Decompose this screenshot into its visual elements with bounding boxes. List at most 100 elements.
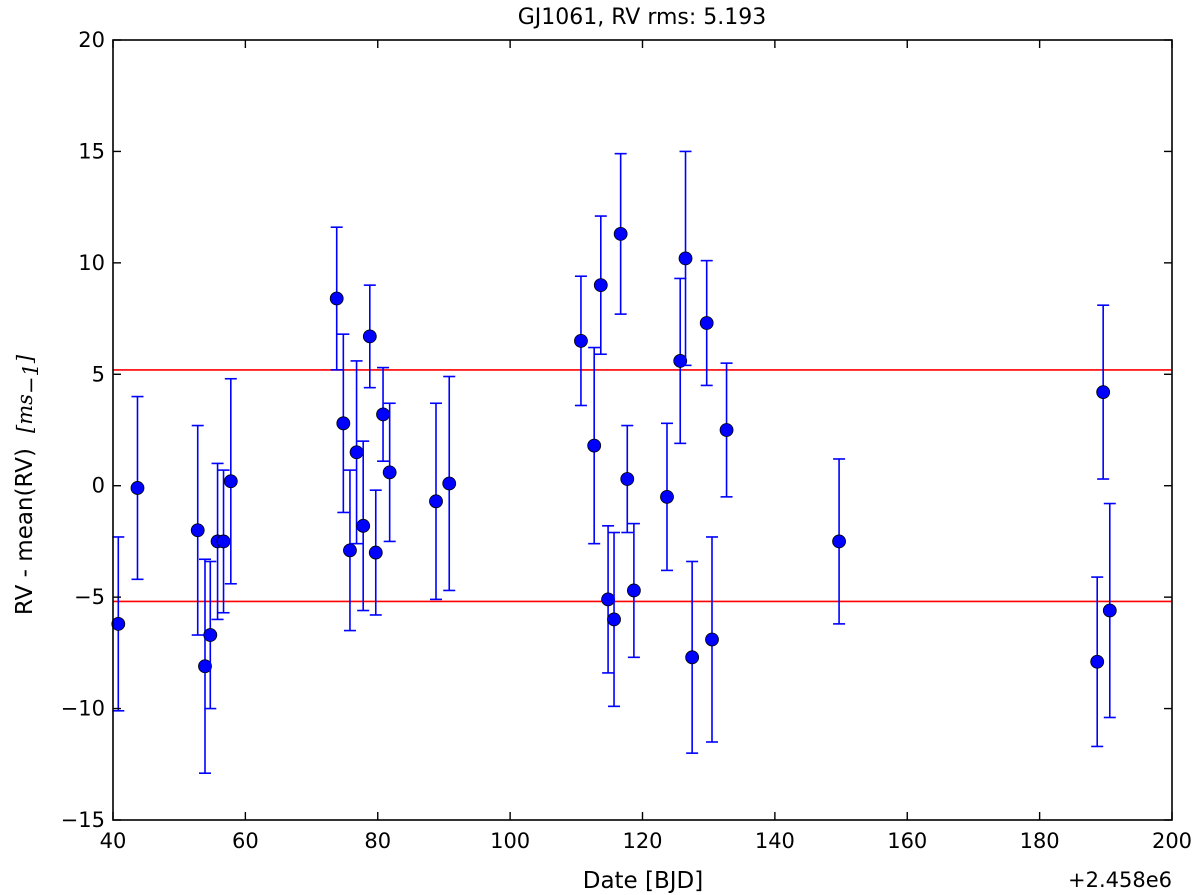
data-marker	[1096, 385, 1111, 400]
data-point-28	[660, 422, 674, 572]
x-tick-label: 120	[622, 829, 662, 853]
data-marker	[678, 251, 693, 266]
y-tick-label: −15	[61, 808, 105, 832]
data-point-3	[190, 424, 205, 636]
y-axis-title-text: RV - mean(RV)	[12, 448, 38, 615]
data-marker	[349, 445, 364, 460]
x-tick-label: 180	[1020, 829, 1060, 853]
data-marker	[343, 543, 357, 558]
x-axis-title: Date [BJD]	[583, 868, 704, 894]
data-point-14	[362, 284, 377, 389]
data-marker	[587, 438, 602, 453]
data-point-15	[368, 489, 383, 616]
x-tick-label: 80	[364, 829, 391, 853]
data-marker	[362, 329, 377, 344]
y-axis-title: RV - mean(RV) [ms−1]	[12, 354, 43, 615]
x-tick-label: 200	[1152, 829, 1192, 853]
y-tick-label: −5	[74, 585, 105, 609]
data-point-33	[705, 536, 719, 743]
data-point-38	[1102, 502, 1117, 719]
data-marker	[699, 316, 714, 330]
x-axis-offset-label: +2.458e6	[1068, 868, 1172, 892]
data-point-19	[442, 375, 457, 592]
data-marker	[626, 583, 641, 598]
data-point-20	[574, 275, 588, 407]
data-marker	[660, 489, 674, 504]
data-marker	[705, 632, 719, 647]
data-point-9	[329, 226, 344, 371]
y-tick-label: 5	[92, 362, 105, 386]
y-tick-label: 15	[78, 139, 105, 163]
data-point-2	[130, 395, 145, 581]
data-point-18	[429, 402, 443, 601]
plot-frame	[112, 39, 1173, 821]
data-point-1	[111, 536, 126, 712]
data-point-37	[1096, 304, 1111, 480]
data-marker	[336, 416, 351, 431]
data-point-17	[382, 402, 397, 543]
y-axis-title-group: RV - mean(RV) [ms−1]	[12, 354, 43, 615]
x-tick-label: 60	[232, 829, 259, 853]
x-tick-label: 160	[887, 829, 927, 853]
data-marker	[203, 628, 218, 642]
data-marker	[429, 494, 443, 509]
data-point-8	[223, 377, 238, 585]
data-marker	[613, 226, 628, 241]
data-marker	[832, 534, 846, 549]
plot-area	[111, 150, 1172, 775]
y-axis-unit-open: [	[13, 424, 37, 433]
data-marker	[356, 518, 371, 533]
data-point-31	[685, 560, 700, 754]
data-point-4	[198, 558, 212, 775]
data-point-23	[601, 525, 615, 674]
data-point-30	[678, 150, 693, 367]
y-axis-unit-base: ms	[13, 394, 37, 425]
y-tick-label: −10	[61, 697, 105, 721]
data-point-25	[613, 152, 628, 315]
data-point-36	[1090, 576, 1105, 748]
data-point-12	[349, 360, 364, 545]
data-marker	[685, 650, 700, 665]
data-marker	[368, 545, 383, 560]
data-point-26	[620, 424, 635, 534]
x-axis: 40 60 80 100 120 140 160 180 200	[100, 40, 1192, 853]
data-point-35	[832, 458, 846, 625]
data-point-11	[343, 469, 357, 632]
data-marker	[376, 407, 390, 422]
data-marker	[111, 616, 126, 631]
y-tick-label: 20	[78, 28, 105, 52]
data-marker	[1102, 603, 1117, 618]
y-tick-label: 0	[92, 474, 105, 498]
data-marker	[620, 472, 635, 486]
data-marker	[593, 278, 608, 293]
data-point-16	[376, 366, 390, 463]
x-tick-label: 140	[755, 829, 795, 853]
x-tick-label: 40	[100, 829, 127, 853]
data-marker	[442, 476, 457, 491]
data-marker	[216, 534, 231, 549]
y-axis: −15 −10 −5 0 5 10 15 20	[61, 28, 1172, 832]
data-marker	[719, 423, 734, 437]
data-point-27	[626, 522, 641, 659]
data-point-22	[593, 215, 608, 356]
data-point-13	[356, 440, 371, 612]
data-marker	[329, 291, 344, 306]
data-marker	[1090, 654, 1105, 669]
data-marker	[673, 354, 688, 368]
y-tick-label: 10	[78, 251, 105, 275]
data-marker	[223, 474, 238, 489]
data-point-5	[203, 560, 218, 710]
data-marker	[382, 465, 397, 480]
data-marker	[607, 612, 621, 627]
data-marker	[574, 333, 588, 348]
data-marker	[190, 523, 205, 538]
data-marker	[130, 481, 145, 495]
y-axis-unit-close: ]	[13, 354, 37, 364]
data-marker	[198, 659, 212, 674]
data-point-32	[699, 259, 714, 387]
y-axis-unit-subscript: −1	[19, 363, 43, 394]
data-point-34	[719, 362, 734, 498]
data-marker	[601, 592, 615, 607]
data-point-29	[673, 277, 688, 445]
x-tick-label: 100	[490, 829, 530, 853]
